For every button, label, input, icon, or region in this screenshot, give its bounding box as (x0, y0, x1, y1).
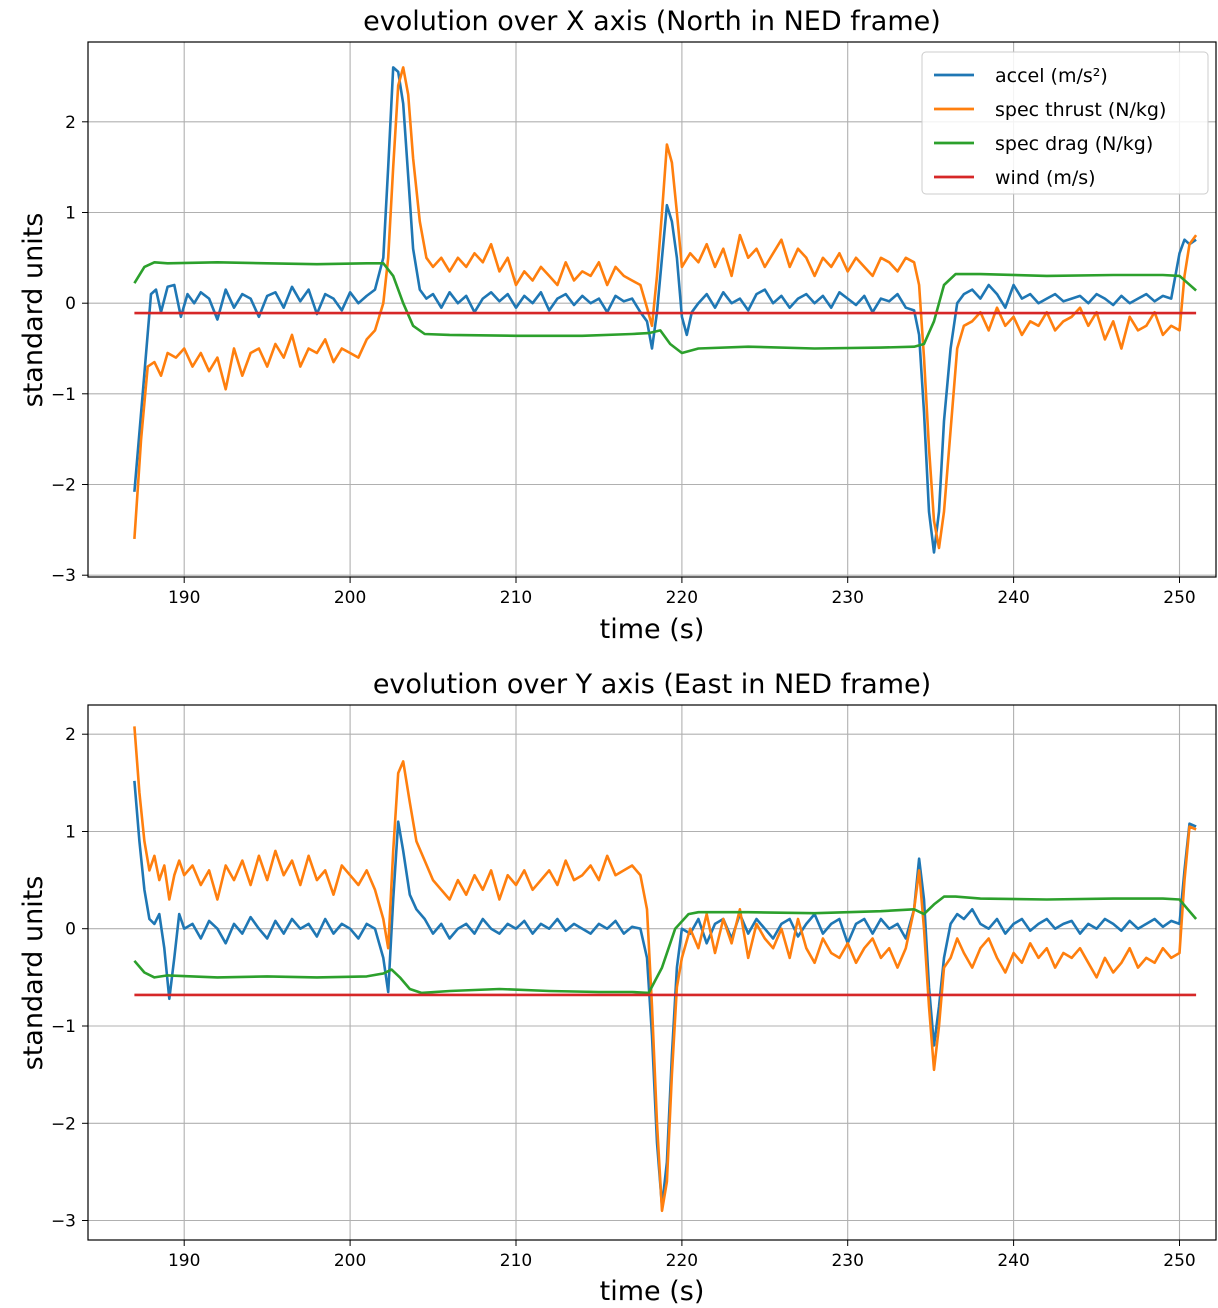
y-axis-label: standard units (18, 876, 49, 1071)
x-tick-label: 210 (500, 588, 532, 608)
x-tick-label: 200 (334, 588, 366, 608)
x-tick-label: 190 (168, 588, 200, 608)
chart-title: evolution over Y axis (East in NED frame… (373, 669, 931, 700)
series-line-spec (133, 895, 1198, 995)
chart-title: evolution over X axis (North in NED fram… (363, 6, 941, 37)
x-tick-label: 220 (666, 1251, 698, 1271)
legend-label: accel (m/s²) (995, 65, 1108, 87)
series-group (133, 726, 1198, 1213)
grid (88, 705, 1216, 1240)
x-tick-label: 200 (334, 1251, 366, 1271)
legend-label: spec thrust (N/kg) (995, 99, 1166, 121)
x-tick-labels: 190 200 210 220 230 240 250 (168, 1240, 1196, 1271)
x-tick-label: 250 (1163, 1251, 1195, 1271)
series-line-spec (133, 66, 1198, 550)
y-tick-label: 1 (65, 204, 76, 224)
x-tick-label: 250 (1163, 588, 1195, 608)
x-tick-label: 230 (831, 588, 863, 608)
x-axis-label: time (s) (600, 1276, 705, 1307)
y-tick-label: 2 (65, 113, 76, 133)
y-tick-labels: −3 −2 −1 0 1 2 (51, 725, 88, 1232)
series-line-accel (133, 66, 1197, 554)
legend-items: accel (m/s²) spec thrust (N/kg) spec drag … (934, 65, 1166, 189)
legend-label: wind (m/s) (995, 167, 1096, 189)
plot-frame (87, 704, 1217, 1241)
y-tick-label: 2 (65, 725, 76, 745)
y-tick-label: −2 (51, 1114, 76, 1134)
x-tick-label: 230 (831, 1251, 863, 1271)
legend-box (921, 51, 1209, 195)
y-tick-label: −3 (51, 566, 76, 586)
legend-label: spec drag (N/kg) (995, 133, 1153, 155)
y-axis-label: standard units (18, 213, 49, 408)
plot-frame (87, 41, 1217, 578)
y-tick-label: −1 (51, 1017, 76, 1037)
x-tick-labels: 190 200 210 220 230 240 250 (168, 577, 1196, 608)
y-tick-labels: −3 −2 −1 0 1 2 (51, 113, 88, 586)
x-tick-label: 210 (500, 1251, 532, 1271)
subplot-x-axis: evolution over X axis (North in NED fram… (18, 6, 1217, 645)
x-tick-label: 220 (666, 588, 698, 608)
x-tick-label: 190 (168, 1251, 200, 1271)
y-tick-label: 1 (65, 823, 76, 843)
x-tick-label: 240 (997, 1251, 1029, 1271)
y-tick-label: −2 (51, 476, 76, 496)
series-line-accel (133, 780, 1197, 1208)
x-axis-label: time (s) (600, 614, 705, 645)
y-tick-label: 0 (65, 920, 76, 940)
y-tick-label: −3 (51, 1212, 76, 1232)
y-tick-label: 0 (65, 294, 76, 314)
subplot-y-axis: evolution over Y axis (East in NED frame… (18, 669, 1217, 1307)
series-group (133, 66, 1198, 554)
x-tick-label: 240 (997, 588, 1029, 608)
series-line-spec (133, 260, 1197, 355)
y-tick-label: −1 (51, 385, 76, 405)
series-line-spec (133, 726, 1197, 1213)
legend: accel (m/s²) spec thrust (N/kg) spec drag … (921, 51, 1209, 195)
